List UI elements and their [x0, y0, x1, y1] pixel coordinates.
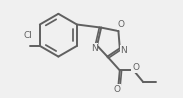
Text: O: O: [118, 20, 125, 29]
Text: Cl: Cl: [24, 31, 32, 40]
Text: N: N: [121, 46, 127, 55]
Text: O: O: [132, 63, 139, 72]
Text: N: N: [91, 44, 98, 53]
Text: O: O: [113, 84, 121, 93]
